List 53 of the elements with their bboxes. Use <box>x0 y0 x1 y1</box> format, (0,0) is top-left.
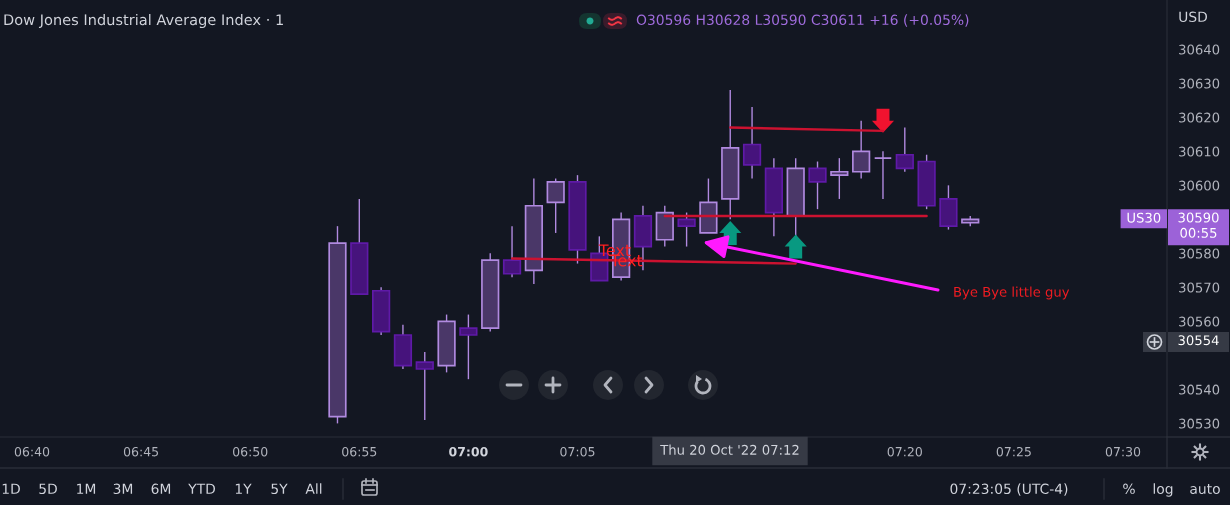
text: log <box>1153 483 1173 497</box>
candlestick <box>742 106 762 180</box>
text: 30554 <box>1178 335 1219 346</box>
candlestick <box>852 120 871 180</box>
y-tick-label: 30540 <box>1179 384 1220 395</box>
annotation: US30 <box>1127 212 1161 223</box>
candlestick <box>677 211 696 248</box>
text: 5Y <box>271 483 288 495</box>
y-tick-label: 30600 <box>1179 180 1220 191</box>
candlestick <box>808 160 827 210</box>
point <box>784 234 807 259</box>
y-tick-label: 30610 <box>1179 146 1220 157</box>
candlestick <box>546 177 565 234</box>
text: Thu 20 Oct '22 07:12 <box>660 444 799 455</box>
candlestick <box>895 126 914 173</box>
text: auto <box>1190 484 1220 495</box>
x-tick-label: 07:30 <box>1105 446 1141 457</box>
candlestick <box>873 150 893 200</box>
text: 1Y <box>235 483 252 494</box>
y-tick-label: 30530 <box>1179 418 1220 429</box>
text: 5D <box>39 483 57 495</box>
point <box>871 108 895 133</box>
x-tick-label: 06:55 <box>342 446 377 457</box>
candlestick <box>502 225 522 278</box>
text: 3M <box>113 483 133 495</box>
text: 1D <box>2 483 20 494</box>
candlestick <box>830 157 849 200</box>
text: 07:23:05 (UTC-4) <box>950 483 1068 496</box>
candlestick <box>415 351 434 421</box>
annotation: Bye Bye little guy <box>954 286 1070 300</box>
x-tick-label: 07:20 <box>887 446 922 457</box>
text: All <box>305 483 322 494</box>
x-tick-label: 07:00 <box>449 446 488 457</box>
candlestick <box>459 313 478 380</box>
text: Dow Jones Industrial Average Index · 1 <box>4 13 283 29</box>
text: USD <box>1179 11 1208 23</box>
y-tick-label: 30580 <box>1179 248 1220 259</box>
y-tick-label: 30570 <box>1179 282 1220 293</box>
x-tick-label: 07:25 <box>996 446 1031 457</box>
y-tick-label: 30620 <box>1179 112 1220 123</box>
x-tick-label: 06:45 <box>123 446 159 457</box>
text: 30590 00:55 <box>1178 212 1219 238</box>
y-tick-label: 30560 <box>1179 316 1220 327</box>
x-tick-label: 07:05 <box>560 446 595 457</box>
y-tick-label: 30640 <box>1179 44 1220 55</box>
text: O30596 H30628 L30590 C30611 +16 (+0.05%) <box>636 14 969 27</box>
text: 6M <box>151 483 171 495</box>
y-tick-label: 30630 <box>1179 78 1220 89</box>
x-tick-label: 06:50 <box>233 446 268 457</box>
text: 1M <box>77 483 96 494</box>
text: YTD <box>188 483 216 494</box>
text: % <box>1123 483 1135 495</box>
x-tick-label: 06:40 <box>14 446 50 457</box>
